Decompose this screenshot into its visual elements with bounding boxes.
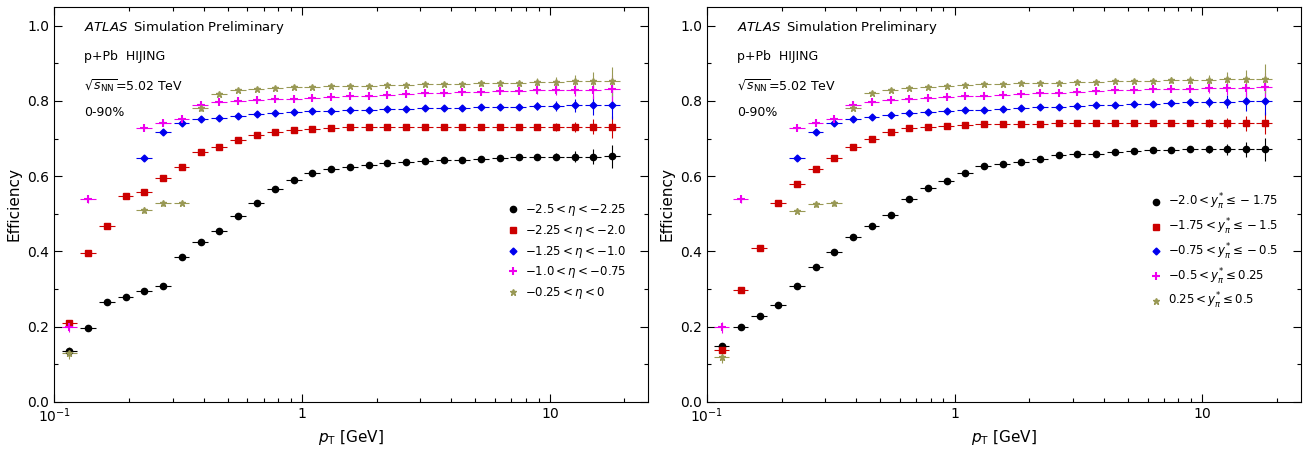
Text: p+Pb  HIJING: p+Pb HIJING [84,50,165,64]
X-axis label: $p_{\mathrm{T}}$ [GeV]: $p_{\mathrm{T}}$ [GeV] [318,428,385,447]
Legend: $-2.0 < y^{*}_{\pi} \leq -1.75$, $-1.75 < y^{*}_{\pi} \leq -1.5$, $-0.75 < y^{*}: $-2.0 < y^{*}_{\pi} \leq -1.75$, $-1.75 … [1146,188,1283,316]
Y-axis label: Efficiency: Efficiency [7,168,22,242]
Text: $\sqrt{s_{\rm NN}}$=5.02 TeV: $\sqrt{s_{\rm NN}}$=5.02 TeV [84,78,183,95]
Text: 0-90%: 0-90% [736,106,777,118]
Text: $\mathbf{\it{ATLAS}}$$\,$ Simulation Preliminary: $\mathbf{\it{ATLAS}}$$\,$ Simulation Pre… [736,19,938,36]
Text: p+Pb  HIJING: p+Pb HIJING [736,50,818,64]
Text: 0-90%: 0-90% [84,106,124,118]
Text: $\mathbf{\it{ATLAS}}$$\,$ Simulation Preliminary: $\mathbf{\it{ATLAS}}$$\,$ Simulation Pre… [84,19,285,36]
X-axis label: $p_{\mathrm{T}}$ [GeV]: $p_{\mathrm{T}}$ [GeV] [971,428,1037,447]
Legend: $-2.5 < \eta < -2.25$, $-2.25 < \eta < -2.0$, $-1.25 < \eta < -1.0$, $-1.0 < \et: $-2.5 < \eta < -2.25$, $-2.25 < \eta < -… [502,197,630,306]
Text: $\sqrt{s_{\rm NN}}$=5.02 TeV: $\sqrt{s_{\rm NN}}$=5.02 TeV [736,78,836,95]
Y-axis label: Efficiency: Efficiency [659,168,675,242]
